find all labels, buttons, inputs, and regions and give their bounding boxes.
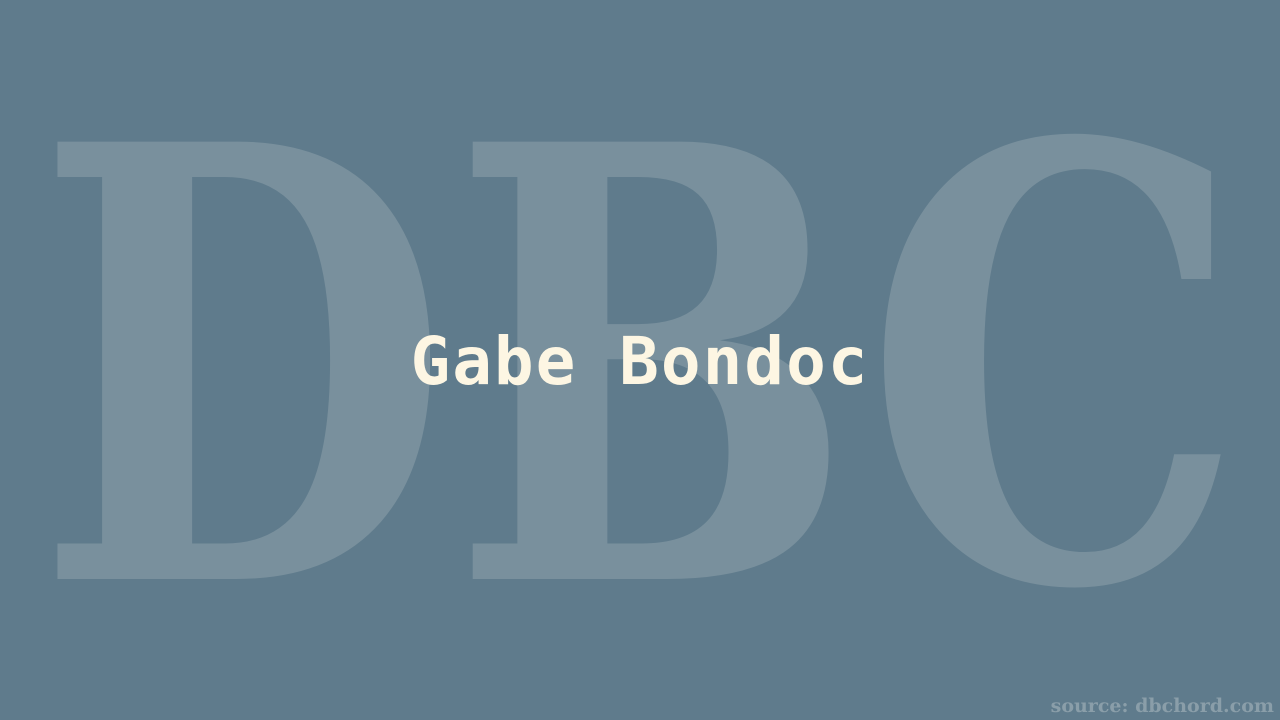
page-title: Gabe Bondoc	[410, 323, 870, 400]
watermark-text: DBC	[35, 30, 1245, 650]
watermark-logo: DBC	[35, 30, 1245, 650]
source-credit: source: dbchord.com	[1050, 695, 1274, 717]
